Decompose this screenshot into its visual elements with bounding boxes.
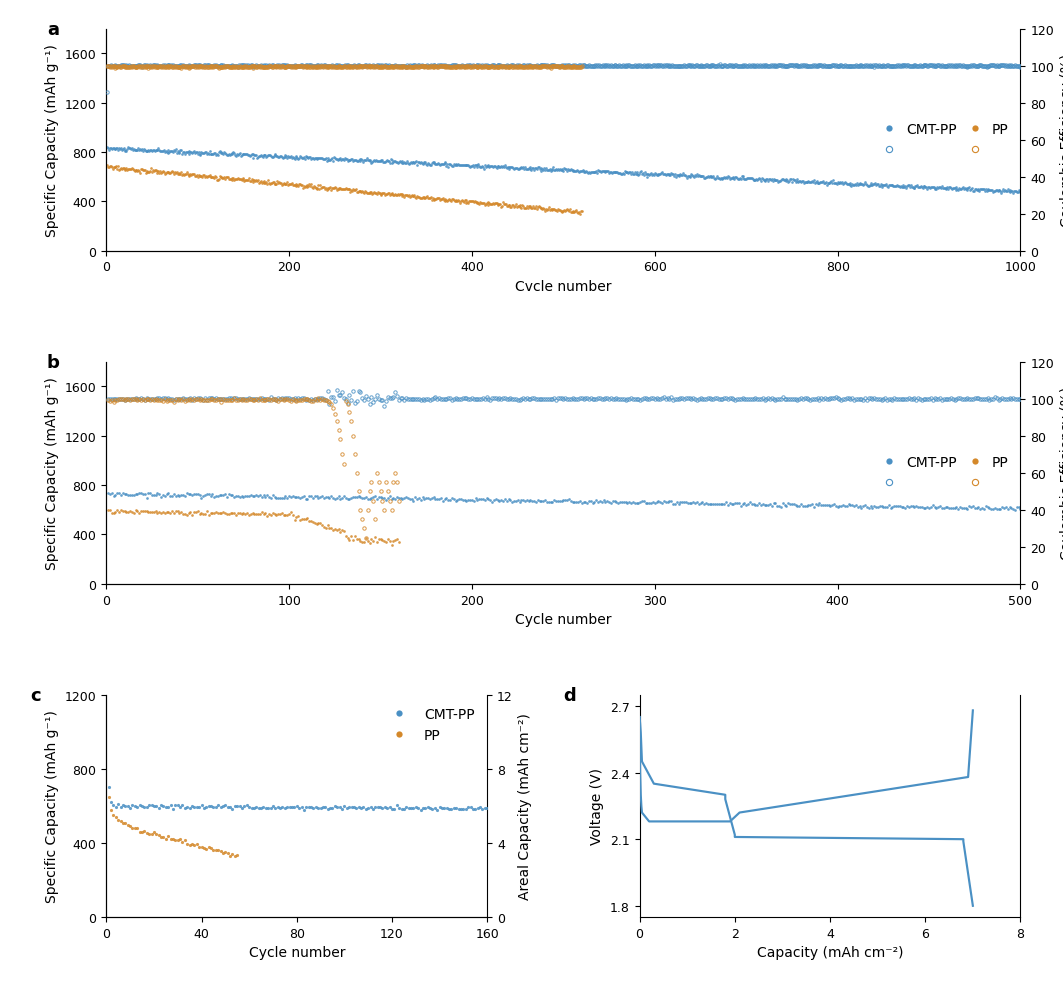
Y-axis label: Coulombic Efficiency (%): Coulombic Efficiency (%)	[1060, 54, 1063, 227]
X-axis label: Cycle number: Cycle number	[249, 946, 345, 959]
Y-axis label: Coulombic Efficiency (%): Coulombic Efficiency (%)	[1060, 387, 1063, 560]
Text: d: d	[563, 686, 576, 704]
Y-axis label: Specific Capacity (mAh g⁻¹): Specific Capacity (mAh g⁻¹)	[46, 710, 60, 902]
Legend: CMT-PP, , PP, : CMT-PP, , PP,	[870, 117, 1013, 164]
Legend: CMT-PP, PP: CMT-PP, PP	[379, 702, 480, 748]
Y-axis label: Specific Capacity (mAh g⁻¹): Specific Capacity (mAh g⁻¹)	[46, 377, 60, 570]
Text: a: a	[47, 21, 58, 38]
Y-axis label: Specific Capacity (mAh g⁻¹): Specific Capacity (mAh g⁻¹)	[46, 44, 60, 237]
Legend: CMT-PP, , PP, : CMT-PP, , PP,	[870, 451, 1013, 496]
Text: c: c	[30, 686, 40, 704]
Y-axis label: Areal Capacity (mAh cm⁻²): Areal Capacity (mAh cm⁻²)	[519, 713, 533, 899]
X-axis label: Cvcle number: Cvcle number	[516, 280, 611, 294]
Text: b: b	[47, 353, 60, 372]
Y-axis label: Voltage (V): Voltage (V)	[590, 767, 605, 845]
X-axis label: Cycle number: Cycle number	[516, 612, 611, 626]
X-axis label: Capacity (mAh cm⁻²): Capacity (mAh cm⁻²)	[757, 946, 904, 959]
